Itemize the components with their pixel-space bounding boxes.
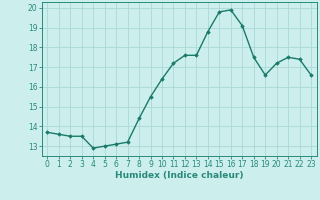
X-axis label: Humidex (Indice chaleur): Humidex (Indice chaleur) — [115, 171, 244, 180]
